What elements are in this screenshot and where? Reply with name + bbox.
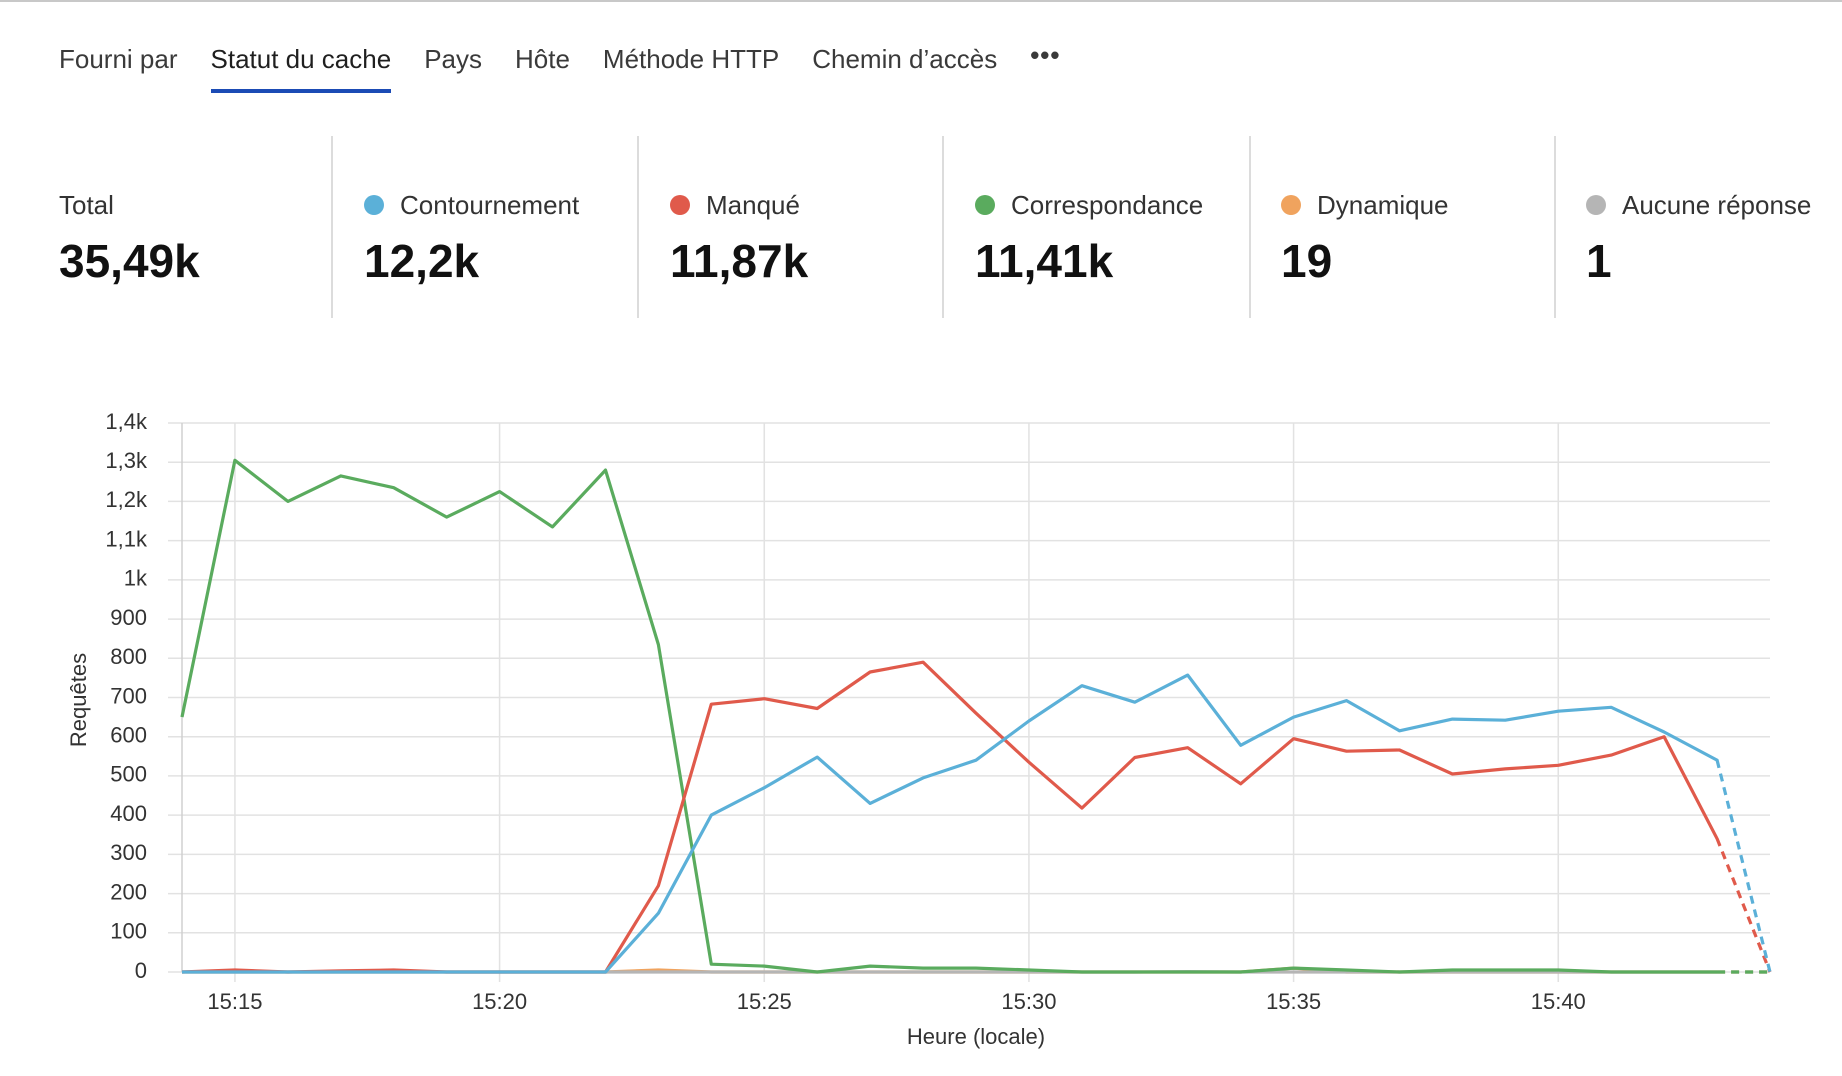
stat-value: 19 xyxy=(1281,235,1333,287)
tab[interactable]: Chemin d’accès xyxy=(812,44,998,74)
x-tick-label: 15:30 xyxy=(1001,989,1056,1014)
stat-label-row: Correspondance xyxy=(975,184,1225,226)
stat-label: Contournement xyxy=(400,190,580,220)
separator xyxy=(1249,136,1251,318)
stat: Dynamique 19 xyxy=(1281,136,1531,318)
stat-label-row: Contournement xyxy=(364,184,614,226)
y-tick-label: 1,3k xyxy=(105,448,148,473)
y-tick-label: 1,4k xyxy=(105,409,148,434)
stat-value: 1 xyxy=(1586,235,1612,287)
stat: Manqué 11,87k xyxy=(670,136,920,318)
tab[interactable]: Hôte xyxy=(515,44,570,74)
tab[interactable]: Fourni par xyxy=(59,44,178,74)
tab[interactable]: Méthode HTTP xyxy=(602,44,780,74)
tab[interactable]: Pays xyxy=(424,44,482,74)
stat-label: Total xyxy=(59,190,114,220)
tab-bar: Fourni par Statut du cache Pays Hôte Méthode… xyxy=(59,40,1061,93)
legend-dot xyxy=(1281,195,1301,215)
separator xyxy=(1554,136,1556,318)
separator xyxy=(637,136,639,318)
stat-value: 12,2k xyxy=(364,235,480,287)
series-line xyxy=(180,458,1770,974)
stat-label-row: Total xyxy=(59,184,309,226)
y-tick-label: 1k xyxy=(124,566,148,591)
legend-dot xyxy=(364,195,384,215)
y-tick-label: 0 xyxy=(135,958,147,983)
y-tick-label: 300 xyxy=(110,840,147,865)
legend-dot xyxy=(670,195,690,215)
series-line xyxy=(182,673,1772,974)
x-tick-label: 15:25 xyxy=(737,989,792,1014)
y-tick-label: 700 xyxy=(110,683,147,708)
stat-label-row: Aucune réponse xyxy=(1586,184,1836,226)
stat-label: Correspondance xyxy=(1011,190,1204,220)
stat-label: Manqué xyxy=(706,190,800,220)
y-tick-label: 900 xyxy=(110,605,147,630)
stat: Contournement 12,2k xyxy=(364,136,614,318)
stat: Aucune réponse 1 xyxy=(1586,136,1836,318)
stat-value: 35,49k xyxy=(59,235,200,287)
x-tick-label: 15:40 xyxy=(1531,989,1586,1014)
stat-label-row: Dynamique xyxy=(1281,184,1531,226)
separator xyxy=(942,136,944,318)
y-tick-label: 600 xyxy=(110,723,147,748)
separator xyxy=(331,136,333,318)
legend-dot xyxy=(1586,195,1606,215)
stats: Total 35,49k Contournement 12,2k Manqué 11,87… xyxy=(0,136,1842,318)
stat-label-row: Manqué xyxy=(670,184,920,226)
y-tick-label: 1,1k xyxy=(105,526,148,551)
stat: Total 35,49k xyxy=(59,136,309,318)
x-tick-label: 15:20 xyxy=(472,989,527,1014)
tab[interactable]: Statut du cache xyxy=(210,44,392,93)
stat-label: Aucune réponse xyxy=(1622,190,1812,220)
y-tick-label: 1,2k xyxy=(105,487,148,512)
y-tick-label: 100 xyxy=(110,919,147,944)
more-menu[interactable]: ••• xyxy=(1030,40,1061,70)
y-tick-label: 800 xyxy=(110,644,147,669)
x-tick-label: 15:35 xyxy=(1266,989,1321,1014)
series-line xyxy=(181,660,1772,974)
y-tick-label: 400 xyxy=(110,801,147,826)
x-tick-label: 15:15 xyxy=(207,989,262,1014)
legend-dot xyxy=(975,195,995,215)
x-axis-label: Heure (locale) xyxy=(907,1024,1045,1049)
stat-label: Dynamique xyxy=(1317,190,1449,220)
divider xyxy=(0,0,1842,2)
stat-value: 11,87k xyxy=(670,235,809,287)
y-tick-label: 200 xyxy=(110,879,147,904)
stat-value: 11,41k xyxy=(975,235,1114,287)
stat: Correspondance 11,41k xyxy=(975,136,1225,318)
y-axis-label: Requêtes xyxy=(66,653,91,747)
y-tick-label: 500 xyxy=(110,762,147,787)
